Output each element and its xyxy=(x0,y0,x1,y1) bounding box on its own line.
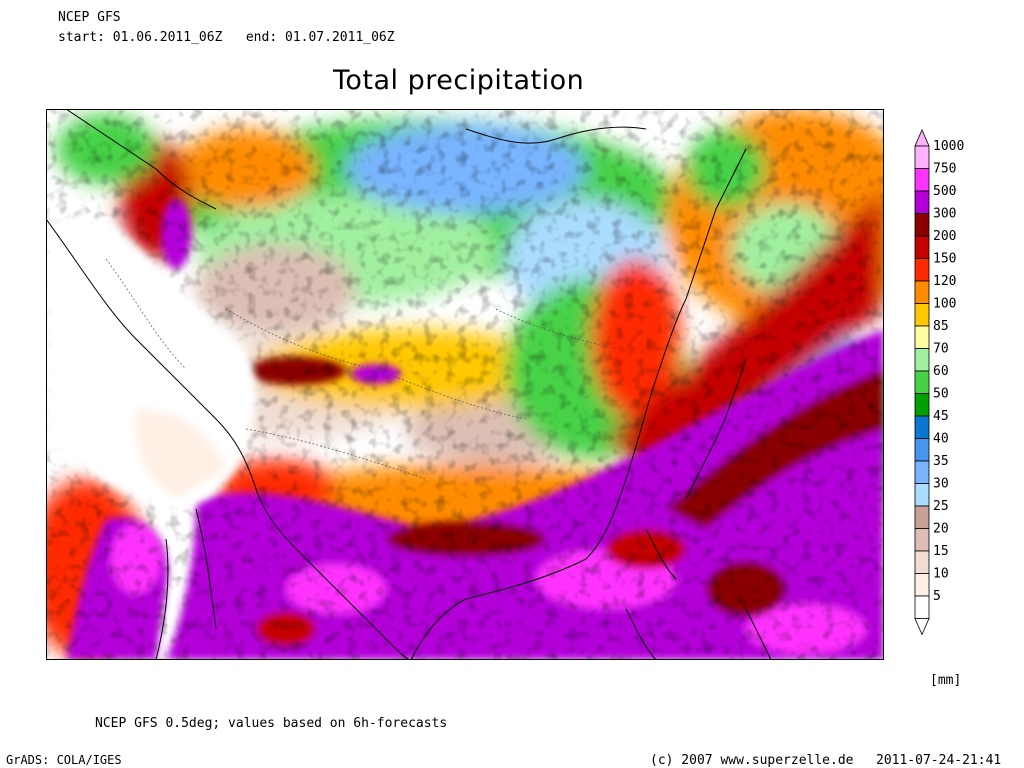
legend-swatch xyxy=(914,415,930,439)
legend-label: 10 xyxy=(933,567,949,582)
legend-unit: [mm] xyxy=(930,673,962,688)
grads-credit: GrADS: COLA/IGES xyxy=(6,753,122,767)
legend-swatch xyxy=(914,303,930,327)
legend-swatch xyxy=(914,258,930,282)
creation-timestamp: 2011-07-24-21:41 xyxy=(876,753,1002,768)
legend-label: 15 xyxy=(933,544,949,559)
legend-label: 45 xyxy=(933,409,949,424)
forecast-period: start: 01.06.2011_06Z end: 01.07.2011_06… xyxy=(58,30,395,45)
legend-label: 40 xyxy=(933,432,949,447)
legend-swatch xyxy=(914,190,930,214)
legend-swatch xyxy=(914,438,930,462)
precipitation-legend: 1000 750 500 300 200 150 120 100 85 70 60 50 45 40 35 3… xyxy=(914,129,964,636)
legend-label: 200 xyxy=(933,229,956,244)
end-time: 01.07.2011_06Z xyxy=(285,30,395,45)
legend-swatch xyxy=(914,528,930,552)
legend-label: 30 xyxy=(933,477,949,492)
legend-label: 120 xyxy=(933,274,956,289)
legend-swatch xyxy=(914,460,930,484)
legend-bottom-arrow xyxy=(914,618,930,636)
legend-label: 100 xyxy=(933,297,956,312)
model-source-label: NCEP GFS xyxy=(58,10,121,25)
legend-swatch xyxy=(914,145,930,169)
legend-swatch xyxy=(914,550,930,574)
legend-label: 300 xyxy=(933,207,956,222)
legend-swatch xyxy=(914,235,930,259)
legend-swatch xyxy=(914,348,930,372)
legend-swatch xyxy=(914,595,930,619)
legend-label: 50 xyxy=(933,387,949,402)
legend-label: 500 xyxy=(933,184,956,199)
legend-label: 750 xyxy=(933,162,956,177)
legend-swatch xyxy=(914,280,930,304)
map-title: Total precipitation xyxy=(333,65,585,96)
legend-label: 85 xyxy=(933,319,949,334)
legend-swatch xyxy=(914,325,930,349)
legend-swatch xyxy=(914,213,930,237)
legend-swatch xyxy=(914,168,930,192)
legend-swatch xyxy=(914,573,930,597)
legend-label: 5 xyxy=(933,589,941,604)
end-label: end: xyxy=(245,30,278,45)
precipitation-map xyxy=(46,109,884,660)
start-time: 01.06.2011_06Z xyxy=(112,30,223,45)
model-note: NCEP GFS 0.5deg; values based on 6h-fore… xyxy=(95,716,448,731)
legend-label: 35 xyxy=(933,454,949,469)
legend-label: 150 xyxy=(933,252,956,267)
legend-label: 60 xyxy=(933,364,949,379)
legend-label: 70 xyxy=(933,342,949,357)
legend-label: 20 xyxy=(933,522,949,537)
start-label: start: xyxy=(58,30,105,45)
legend-label: 1000 xyxy=(933,139,964,154)
copyright-notice: (c) 2007 www.superzelle.de xyxy=(650,753,854,768)
legend-top-arrow xyxy=(914,129,930,147)
legend-swatch xyxy=(914,370,930,394)
legend-swatch xyxy=(914,483,930,507)
legend-label: 25 xyxy=(933,499,949,514)
legend-swatch xyxy=(914,393,930,417)
legend-swatch xyxy=(914,505,930,529)
